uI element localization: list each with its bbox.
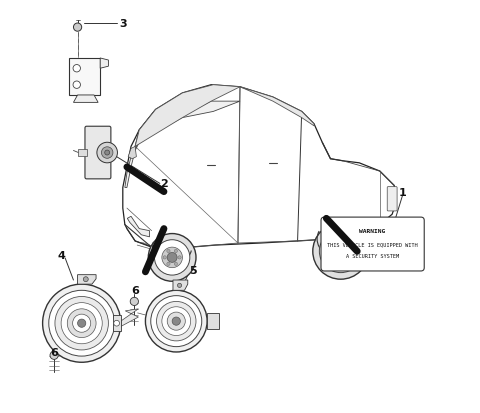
Polygon shape bbox=[128, 147, 136, 159]
FancyBboxPatch shape bbox=[207, 313, 219, 330]
Text: 1: 1 bbox=[398, 187, 406, 197]
Text: THIS VEHICLE IS EQUIPPED WITH: THIS VEHICLE IS EQUIPPED WITH bbox=[327, 242, 418, 247]
Circle shape bbox=[61, 303, 102, 344]
Text: 5: 5 bbox=[189, 265, 196, 275]
Circle shape bbox=[155, 240, 190, 275]
Circle shape bbox=[343, 242, 347, 246]
Circle shape bbox=[101, 147, 113, 159]
Text: 6: 6 bbox=[131, 286, 139, 296]
Circle shape bbox=[328, 239, 353, 264]
Circle shape bbox=[172, 317, 180, 325]
Circle shape bbox=[163, 256, 167, 259]
Circle shape bbox=[43, 285, 121, 362]
Circle shape bbox=[174, 250, 178, 253]
Circle shape bbox=[167, 312, 185, 330]
Circle shape bbox=[162, 307, 191, 336]
Circle shape bbox=[72, 314, 91, 332]
Text: 2: 2 bbox=[160, 179, 168, 189]
Circle shape bbox=[348, 249, 351, 254]
Circle shape bbox=[178, 256, 181, 259]
FancyBboxPatch shape bbox=[78, 150, 87, 157]
Circle shape bbox=[343, 257, 347, 261]
Circle shape bbox=[156, 301, 196, 341]
Polygon shape bbox=[100, 59, 108, 69]
Polygon shape bbox=[73, 96, 98, 103]
Circle shape bbox=[319, 230, 362, 273]
Circle shape bbox=[84, 277, 88, 282]
Text: 3: 3 bbox=[119, 19, 127, 29]
Circle shape bbox=[167, 253, 177, 263]
Polygon shape bbox=[173, 280, 188, 291]
Circle shape bbox=[73, 24, 82, 32]
Circle shape bbox=[114, 320, 120, 326]
Polygon shape bbox=[121, 309, 138, 327]
Circle shape bbox=[73, 82, 81, 89]
Polygon shape bbox=[78, 275, 96, 285]
Circle shape bbox=[162, 247, 182, 268]
Text: A SECURITY SYSTEM: A SECURITY SYSTEM bbox=[346, 254, 399, 259]
Text: 4: 4 bbox=[57, 251, 65, 261]
FancyBboxPatch shape bbox=[321, 218, 424, 271]
Circle shape bbox=[167, 250, 170, 253]
FancyBboxPatch shape bbox=[85, 127, 111, 179]
Circle shape bbox=[67, 309, 96, 338]
Circle shape bbox=[174, 263, 178, 266]
Polygon shape bbox=[112, 315, 121, 332]
Circle shape bbox=[55, 297, 108, 350]
Text: WARNING: WARNING bbox=[360, 229, 386, 234]
Circle shape bbox=[97, 143, 118, 164]
Text: 6: 6 bbox=[50, 347, 58, 357]
Circle shape bbox=[330, 249, 334, 254]
Circle shape bbox=[335, 257, 338, 261]
Polygon shape bbox=[123, 85, 396, 249]
Circle shape bbox=[130, 298, 138, 306]
Circle shape bbox=[313, 224, 369, 280]
Polygon shape bbox=[135, 85, 240, 147]
Circle shape bbox=[178, 284, 181, 288]
Circle shape bbox=[167, 263, 170, 266]
Circle shape bbox=[148, 234, 196, 282]
Polygon shape bbox=[125, 102, 240, 188]
Circle shape bbox=[151, 296, 202, 347]
Circle shape bbox=[50, 351, 58, 359]
Circle shape bbox=[335, 246, 347, 257]
Circle shape bbox=[73, 65, 81, 73]
Circle shape bbox=[49, 291, 115, 356]
Circle shape bbox=[335, 242, 338, 246]
FancyBboxPatch shape bbox=[69, 59, 100, 96]
Circle shape bbox=[78, 319, 86, 328]
Polygon shape bbox=[240, 88, 314, 126]
Circle shape bbox=[145, 291, 207, 352]
Polygon shape bbox=[127, 217, 150, 237]
Circle shape bbox=[105, 151, 109, 156]
FancyBboxPatch shape bbox=[387, 187, 397, 211]
